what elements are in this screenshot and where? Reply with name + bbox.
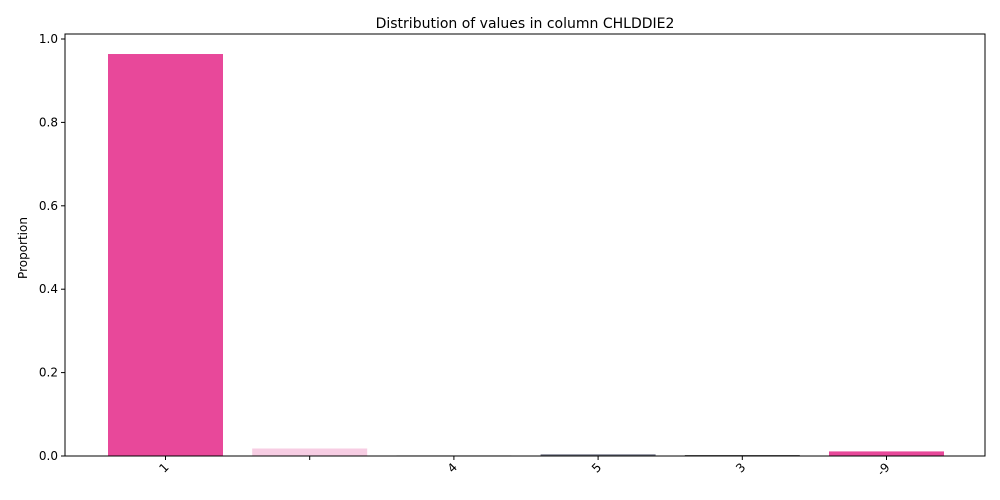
bar-1: [252, 448, 368, 456]
x-tick-label-4: 3: [733, 460, 748, 475]
x-tick-label-5: -9: [874, 460, 892, 478]
bar-3: [540, 454, 656, 456]
x-tick-label-0: 1: [156, 460, 171, 475]
y-tick-label-2: 0.4: [39, 282, 58, 296]
y-tick-label-5: 1.0: [39, 32, 58, 46]
axes-frame: [64, 33, 986, 457]
plot-area: 1 4 5 3 -9 0.0 0.2 0.4 0.6 0.8 1.0: [39, 32, 986, 479]
chart-title: Distribution of values in column CHLDDIE…: [376, 16, 675, 32]
y-tick-label-1: 0.2: [39, 366, 58, 380]
y-axis-label: Proportion: [16, 217, 30, 279]
x-tick-label-3: 5: [589, 460, 604, 475]
x-tick-label-2: 4: [445, 460, 460, 475]
bar-0: [108, 54, 223, 457]
y-tick-label-0: 0.0: [39, 449, 58, 463]
bar-5: [829, 451, 944, 456]
y-tick-label-3: 0.6: [39, 199, 58, 213]
y-tick-label-4: 0.8: [39, 115, 58, 129]
